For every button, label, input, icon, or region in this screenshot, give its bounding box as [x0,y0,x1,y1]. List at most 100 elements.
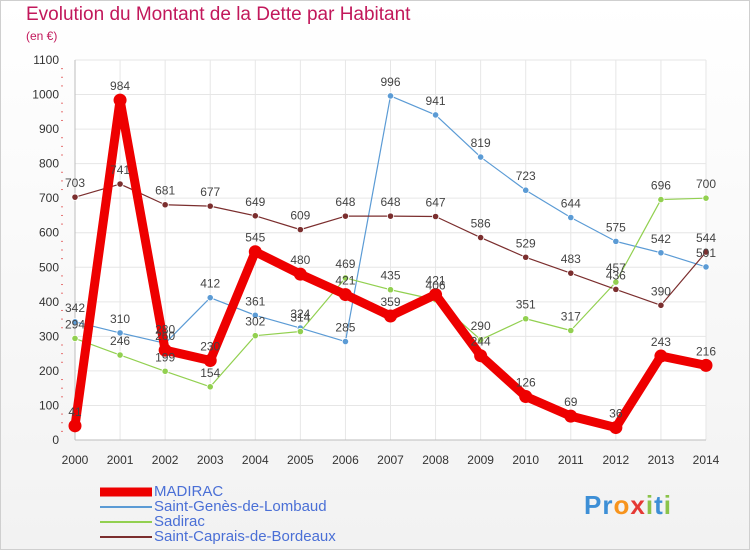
data-label-madirac: 480 [290,253,310,267]
data-point-madirac [564,409,578,423]
data-point-sadirac [296,327,304,336]
data-label-saint-gen-s-de-lombaud: 280 [155,322,175,336]
data-point-sadirac [657,195,665,204]
data-point-saint-caprais-de-bordeaux [341,212,350,220]
data-point-madirac [384,309,397,323]
data-label-saint-caprais-de-bordeaux: 544 [696,231,716,245]
data-label-saint-gen-s-de-lombaud: 996 [380,75,400,89]
data-point-saint-gen-s-de-lombaud [386,92,395,100]
data-label-sadirac: 314 [290,311,310,325]
data-label-saint-gen-s-de-lombaud: 361 [245,294,265,308]
data-label-saint-gen-s-de-lombaud: 412 [200,277,220,291]
data-label-sadirac: 457 [606,261,626,275]
data-label-madirac: 984 [110,79,130,93]
data-point-saint-gen-s-de-lombaud [251,311,259,319]
data-point-saint-gen-s-de-lombaud [702,263,710,271]
data-label-sadirac: 351 [516,298,536,312]
y-tick-label: 1000 [32,88,59,102]
data-point-saint-caprais-de-bordeaux [386,212,395,220]
x-tick-label: 2000 [62,453,89,467]
data-point-saint-caprais-de-bordeaux [116,180,124,188]
data-point-saint-gen-s-de-lombaud [477,153,485,161]
data-label-saint-caprais-de-bordeaux: 648 [335,195,355,209]
data-point-saint-gen-s-de-lombaud [522,186,530,194]
data-point-madirac [519,389,533,403]
data-point-madirac [654,349,668,363]
x-tick-label: 2014 [693,453,720,467]
chart-subtitle: (en €) [26,29,58,43]
legend-label: Saint-Genès-de-Lombaud [154,498,327,515]
data-label-madirac: 421 [426,274,446,288]
legend-label: Sadirac [154,513,205,530]
data-label-saint-caprais-de-bordeaux: 649 [245,195,265,209]
data-label-saint-caprais-de-bordeaux: 529 [516,236,536,250]
legend-item: Sadirac [100,513,420,530]
x-tick-label: 2007 [377,453,404,467]
data-point-saint-caprais-de-bordeaux [612,285,620,293]
data-point-sadirac [567,326,575,335]
data-label-saint-gen-s-de-lombaud: 285 [335,321,355,335]
x-tick-label: 2010 [512,453,539,467]
y-tick-label: 900 [39,122,59,136]
data-point-sadirac [116,351,124,359]
data-label-saint-gen-s-de-lombaud: 941 [426,94,446,108]
data-label-sadirac: 246 [110,334,130,348]
data-label-sadirac: 199 [155,350,175,364]
data-point-madirac [68,419,82,433]
data-label-madirac: 230 [200,340,220,354]
data-label-saint-caprais-de-bordeaux: 703 [65,176,85,190]
data-label-saint-caprais-de-bordeaux: 677 [200,185,220,199]
data-label-sadirac: 435 [380,269,400,283]
data-label-madirac: 216 [696,344,716,358]
data-point-madirac [158,343,172,357]
data-label-madirac: 41 [68,405,82,419]
data-label-madirac: 126 [516,375,536,389]
brand-letter: r [602,490,614,520]
data-label-sadirac: 700 [696,177,716,191]
data-point-sadirac [612,278,620,286]
data-label-saint-gen-s-de-lombaud: 542 [651,232,671,246]
data-point-saint-caprais-de-bordeaux [702,248,710,256]
data-point-saint-gen-s-de-lombaud [341,337,350,346]
data-point-saint-caprais-de-bordeaux [477,233,485,242]
data-point-madirac [203,354,217,368]
x-tick-label: 2008 [422,453,449,467]
data-label-madirac: 359 [380,295,400,309]
x-tick-label: 2006 [332,453,359,467]
brand-letter: x [630,490,646,520]
data-label-madirac: 69 [564,395,578,409]
data-point-saint-caprais-de-bordeaux [567,269,575,277]
data-label-madirac: 36 [609,407,623,421]
data-point-saint-caprais-de-bordeaux [296,226,304,234]
data-label-saint-gen-s-de-lombaud: 819 [471,136,491,150]
data-point-sadirac [251,332,259,340]
data-point-saint-gen-s-de-lombaud [116,329,124,337]
data-point-madirac [338,288,352,302]
data-point-saint-gen-s-de-lombaud [612,237,620,245]
data-label-sadirac: 406 [426,279,446,293]
data-point-madirac [429,288,443,302]
data-point-saint-caprais-de-bordeaux [522,253,530,261]
data-point-sadirac [71,334,79,343]
data-point-sadirac [386,286,395,294]
x-tick-label: 2002 [152,453,179,467]
data-point-saint-caprais-de-bordeaux [251,212,259,220]
y-tick-label: 800 [39,157,59,171]
data-point-saint-caprais-de-bordeaux [431,212,440,221]
y-tick-label: 700 [39,191,59,205]
data-label-madirac: 545 [245,231,265,245]
data-label-saint-caprais-de-bordeaux: 586 [471,217,491,231]
data-label-saint-gen-s-de-lombaud: 310 [110,312,130,326]
data-point-sadirac [702,194,710,202]
chart-title: Evolution du Montant de la Dette par Hab… [26,4,411,25]
data-point-madirac [699,358,713,372]
data-label-sadirac: 154 [200,366,220,380]
legend-swatch [100,535,152,538]
legend-item: Saint-Genès-de-Lombaud [100,498,420,515]
brand-letter: o [613,490,631,520]
data-label-madirac: 244 [471,335,491,349]
data-label-madirac: 243 [651,335,671,349]
x-tick-label: 2009 [467,453,494,467]
brand-logo: Proxiti [584,490,672,521]
